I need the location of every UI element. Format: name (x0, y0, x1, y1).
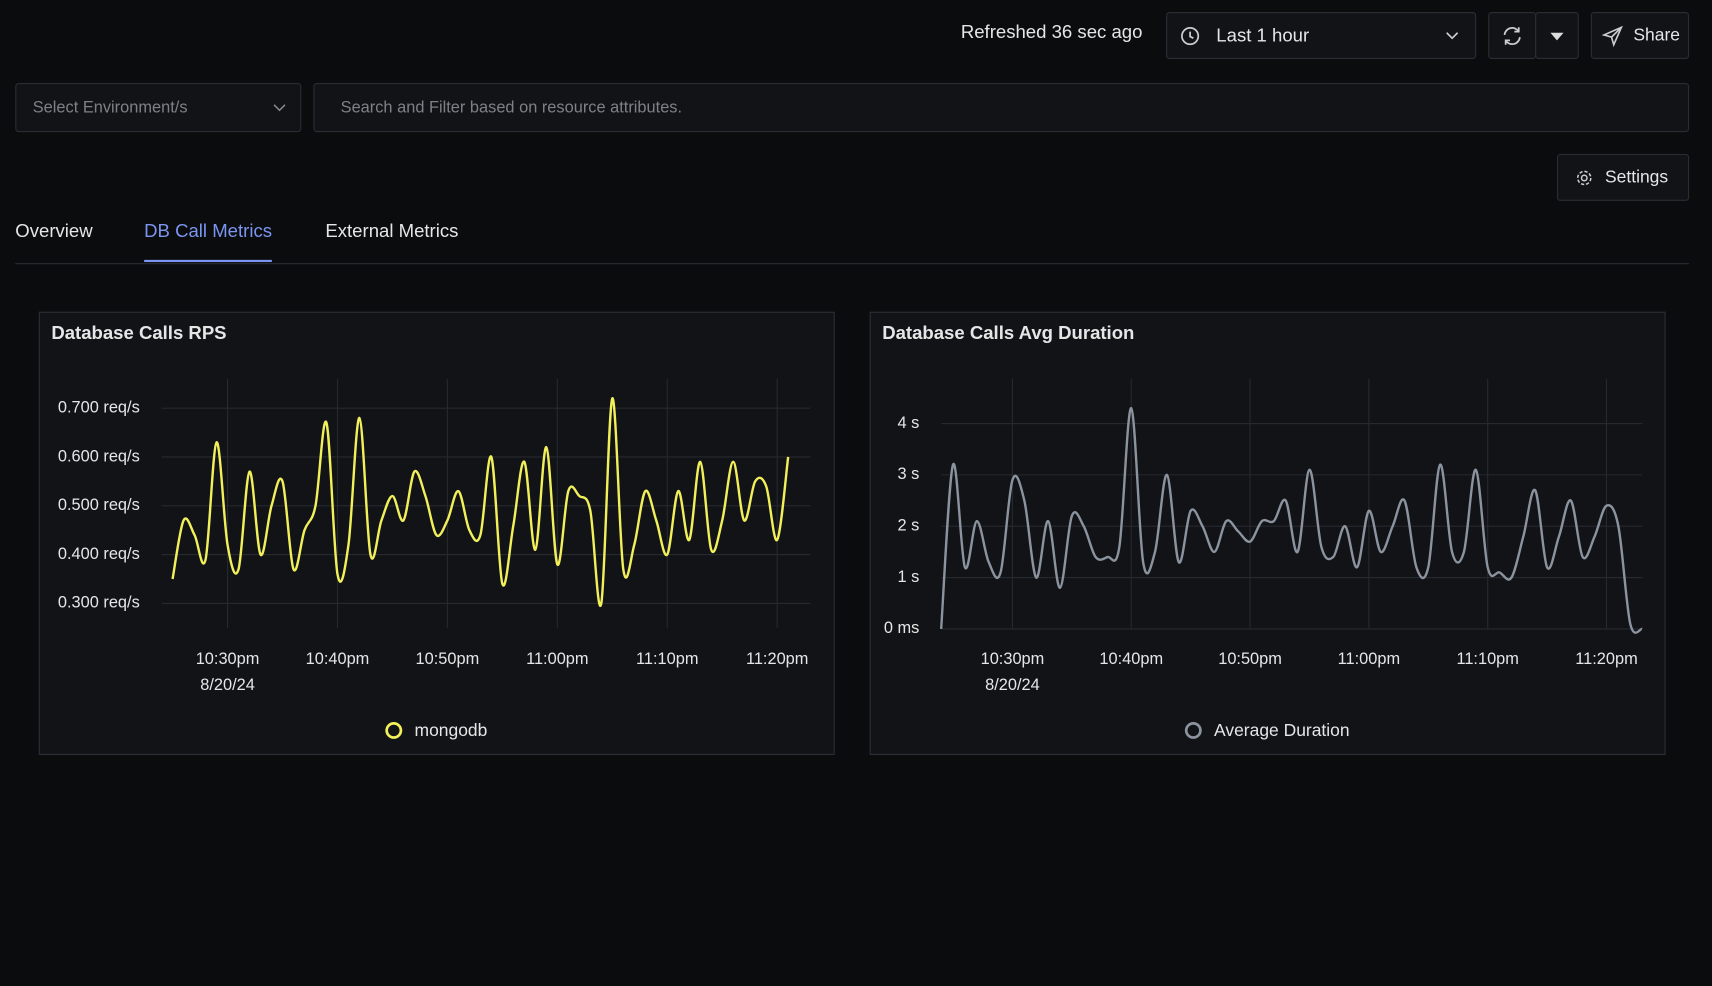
refresh-options-button[interactable] (1535, 12, 1579, 59)
refreshed-label: Refreshed 36 sec ago (960, 21, 1143, 43)
y-tick-label: 0.500 req/s (58, 496, 140, 514)
environment-select[interactable]: Select Environment/s (15, 82, 302, 133)
x-tick-date: 8/20/24 (200, 676, 255, 694)
chevron-icon (273, 103, 286, 111)
x-tick-label: 10:40pm (306, 650, 370, 668)
environment-placeholder: Select Environment/s (32, 98, 188, 117)
x-tick-label: 11:00pm (526, 650, 588, 668)
y-tick-label: 0 ms (884, 619, 919, 637)
search-placeholder: Search and Filter based on resource attr… (340, 98, 683, 117)
y-tick-label: 0.600 req/s (58, 447, 140, 465)
x-tick-label: 11:00pm (1338, 650, 1400, 668)
tab[interactable]: External Metrics (325, 220, 459, 242)
caret-icon (1550, 32, 1564, 40)
time-range-select[interactable]: Last 1 hour (1166, 12, 1477, 59)
chart-title: Database Calls Avg Duration (882, 322, 1134, 343)
x-tick-label: 10:50pm (416, 650, 480, 668)
y-tick-label: 0.400 req/s (58, 545, 140, 563)
y-tick-label: 0.700 req/s (58, 398, 140, 416)
x-tick-label: 10:30pm (981, 650, 1045, 668)
series-line (939, 406, 1644, 634)
refresh-icon (1503, 26, 1521, 45)
chevron-icon (1446, 31, 1459, 39)
legend-marker (385, 721, 403, 739)
share-button[interactable]: Share (1590, 12, 1690, 59)
y-tick-label: 3 s (898, 465, 920, 483)
refresh-button[interactable] (1488, 12, 1537, 59)
x-tick-label: 11:20pm (1575, 650, 1637, 668)
clock-icon (1181, 26, 1200, 45)
x-tick-label: 10:40pm (1099, 650, 1163, 668)
panel (869, 311, 1666, 756)
series-line (171, 397, 790, 608)
x-tick-label: 10:50pm (1218, 650, 1282, 668)
x-tick-label: 10:30pm (196, 650, 260, 668)
y-tick-label: 1 s (898, 568, 920, 586)
tab-divider (15, 263, 1690, 265)
x-tick-label: 11:10pm (1456, 650, 1518, 668)
legend-label: mongodb (415, 720, 488, 740)
settings-label: Settings (1605, 167, 1669, 187)
search-input[interactable]: Search and Filter based on resource attr… (313, 82, 1690, 133)
x-tick-label: 11:20pm (746, 650, 808, 668)
legend-label: Average Duration (1214, 720, 1350, 740)
gear-icon (1576, 170, 1592, 185)
x-tick-label: 11:10pm (636, 650, 698, 668)
x-tick-date: 8/20/24 (985, 676, 1040, 694)
settings-button[interactable]: Settings (1556, 153, 1690, 201)
legend-marker (1184, 721, 1202, 739)
y-tick-label: 2 s (898, 517, 920, 535)
tab[interactable]: DB Call Metrics (144, 221, 273, 263)
y-tick-label: 0.300 req/s (58, 594, 140, 612)
send-icon (1601, 25, 1623, 47)
share-label: Share (1633, 25, 1681, 45)
tab[interactable]: Overview (15, 220, 93, 242)
chart-title: Database Calls RPS (51, 322, 226, 343)
y-tick-label: 4 s (898, 414, 920, 432)
panel (38, 311, 835, 756)
time-range-label: Last 1 hour (1216, 24, 1310, 46)
